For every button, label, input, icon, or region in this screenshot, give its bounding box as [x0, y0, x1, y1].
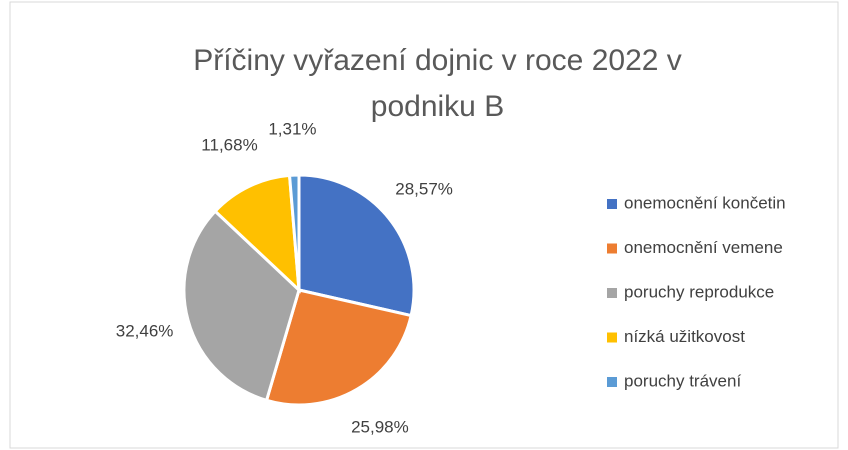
- pie-slice: [264, 288, 413, 407]
- legend-swatch: [607, 377, 617, 387]
- legend-label: poruchy trávení: [624, 371, 741, 390]
- legend-swatch: [607, 243, 617, 254]
- data-label: 11,68%: [201, 135, 257, 154]
- data-label: 28,57%: [395, 180, 453, 199]
- pie-slice: [297, 173, 416, 318]
- legend-label: poruchy reprodukce: [624, 282, 774, 301]
- legend-swatch: [607, 199, 617, 209]
- legend-label: onemocnění vemene: [624, 238, 783, 257]
- legend-swatch: [607, 332, 617, 343]
- data-label: 32,46%: [116, 321, 174, 340]
- data-label: 25,98%: [351, 418, 409, 437]
- chart-title: Příčiny vyřazení dojnic v roce 2022 v po…: [193, 44, 682, 123]
- pie-slice: [287, 173, 301, 291]
- chart-border: [9, 1, 839, 449]
- data-label: 1,31%: [268, 120, 316, 139]
- pie-slice: [182, 209, 301, 403]
- pie-slice: [213, 173, 301, 294]
- legend-swatch: [607, 288, 617, 298]
- legend-label: nízká užitkovost: [624, 327, 745, 346]
- legend-label: onemocnění končetin: [624, 193, 786, 212]
